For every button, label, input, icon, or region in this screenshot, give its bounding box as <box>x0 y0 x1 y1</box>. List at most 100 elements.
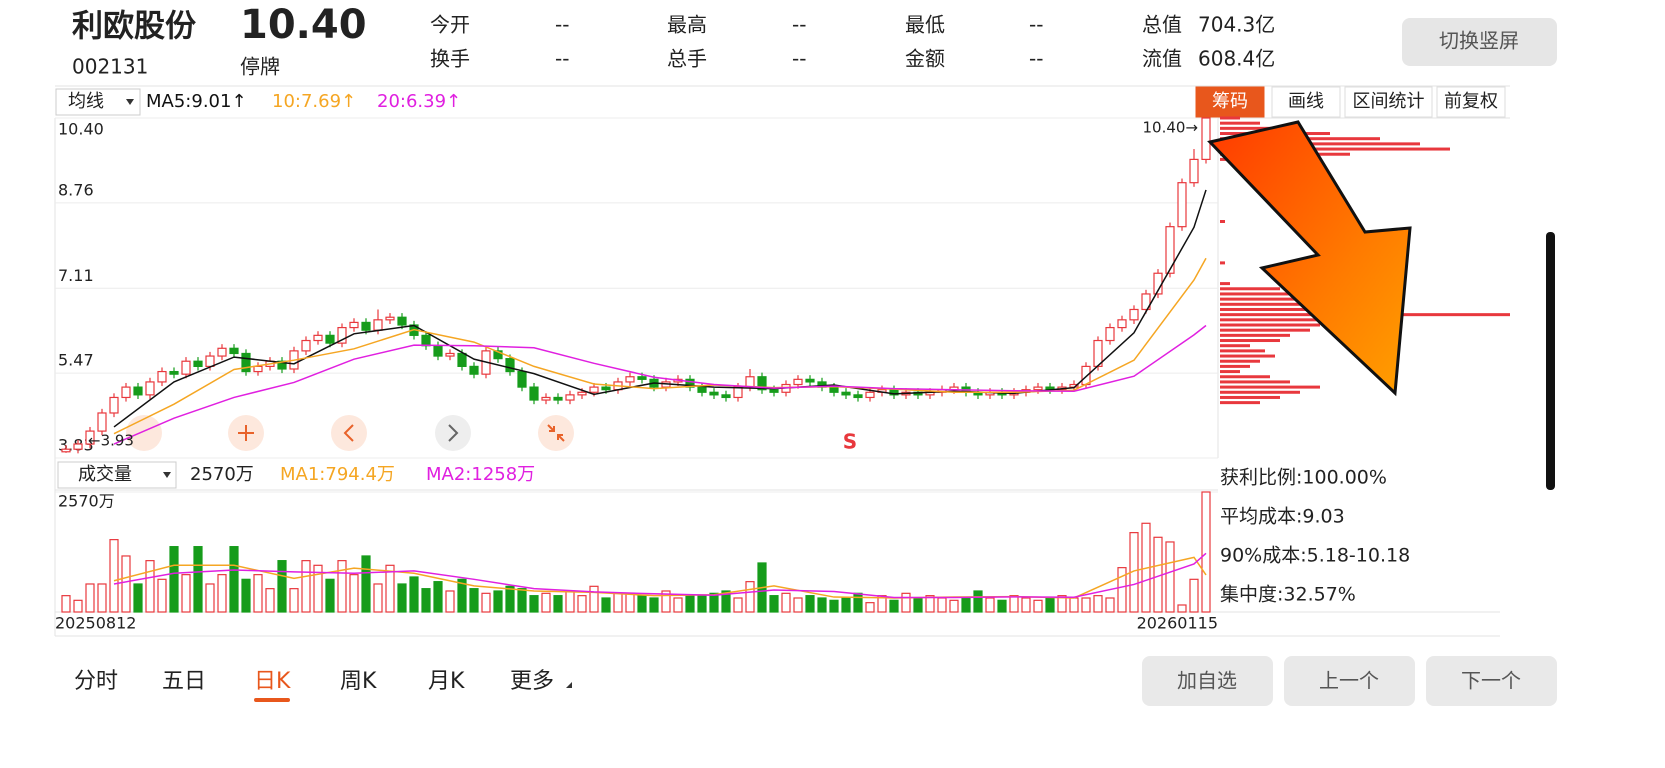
volume-bar <box>565 590 575 613</box>
candle-body <box>517 370 527 388</box>
tool-button-label[interactable]: 前复权 <box>1444 91 1498 112</box>
chip-bar <box>1220 318 1340 322</box>
volume-bar <box>997 599 1007 613</box>
candle-body <box>85 430 95 445</box>
rotate-button[interactable] <box>1402 18 1557 66</box>
volume-bar <box>373 583 383 613</box>
candle-body <box>1081 365 1091 386</box>
volume-bar <box>109 539 119 613</box>
ma-selector-label[interactable]: 均线 <box>68 91 104 112</box>
tool-button[interactable] <box>1271 86 1341 118</box>
candle-body <box>169 370 179 375</box>
chip-bar <box>1220 147 1450 151</box>
tool-button-label[interactable]: 区间统计 <box>1353 91 1425 112</box>
chip-bar <box>1220 142 1420 146</box>
volume-bar <box>721 590 731 613</box>
volume-bar <box>769 595 779 613</box>
volume-bar <box>553 595 563 613</box>
period-tab[interactable]: 更多 <box>510 669 554 694</box>
chip-stat: 90%成本:5.18-10.18 <box>1220 545 1410 567</box>
candle-body <box>193 360 203 368</box>
tool-button-label[interactable]: 画线 <box>1288 91 1324 112</box>
volume-bar <box>985 597 995 613</box>
candle-body <box>349 321 359 329</box>
shrink[interactable] <box>538 415 574 451</box>
chip-bar <box>1220 380 1290 384</box>
candle-body <box>1117 319 1127 329</box>
volume-bar <box>145 560 155 613</box>
candle-body <box>445 352 455 357</box>
chip-bar <box>1220 354 1275 358</box>
arrow-overlay <box>1207 120 1412 397</box>
volume-selector-label[interactable]: 成交量 <box>78 464 132 485</box>
footer-button[interactable] <box>1284 656 1415 706</box>
candle-body <box>601 386 611 391</box>
volume-bar <box>709 592 719 613</box>
stat-value: -- <box>555 47 569 71</box>
candle-body <box>433 345 443 357</box>
y-tick-label: 7.11 <box>58 266 94 285</box>
volume-bar <box>913 597 923 613</box>
move-right[interactable] <box>435 415 471 451</box>
candle-body <box>421 334 431 347</box>
footer-button[interactable] <box>1426 656 1557 706</box>
chip-bar <box>1220 375 1270 379</box>
stat-value: 704.3亿 <box>1198 13 1275 37</box>
volume-bar <box>973 590 983 613</box>
volume-bar <box>337 560 347 613</box>
candle-body <box>217 347 227 357</box>
candle-body <box>301 339 311 352</box>
candle-body <box>865 391 875 399</box>
volume-bar <box>673 597 683 613</box>
chip-bar <box>1220 323 1320 327</box>
candle-body <box>769 389 779 393</box>
min-annotation: ←3.93 <box>88 431 134 449</box>
period-tab[interactable]: 分时 <box>74 669 118 694</box>
footer-button-label[interactable]: 下一个 <box>1461 669 1521 693</box>
chip-bar <box>1220 220 1225 224</box>
volume-bar <box>1045 597 1055 613</box>
date-label: 20260115 <box>1137 614 1218 633</box>
tool-button[interactable] <box>1195 86 1265 118</box>
period-tab[interactable]: 月K <box>428 669 465 694</box>
ma-line <box>113 257 1207 435</box>
footer-button[interactable] <box>1142 656 1273 706</box>
chip-bar <box>1220 116 1240 120</box>
volume-bar <box>421 588 431 613</box>
candle-body <box>529 386 539 401</box>
chip-bar <box>1220 302 1310 306</box>
volume-bar <box>1069 597 1079 613</box>
volume-bar <box>685 595 695 613</box>
candle-body <box>709 391 719 396</box>
candle-body <box>1177 182 1187 228</box>
period-tab[interactable]: 周K <box>340 669 377 694</box>
footer-button-label[interactable]: 上一个 <box>1319 669 1379 693</box>
period-tab[interactable]: 五日 <box>162 669 206 694</box>
move-left[interactable] <box>331 415 367 451</box>
candle-body <box>145 381 155 396</box>
candle-body <box>241 352 251 373</box>
candle-body <box>1033 386 1043 391</box>
tool-button-label[interactable]: 筹码 <box>1212 91 1248 112</box>
period-tab[interactable]: 日K <box>254 669 291 694</box>
ma-selector[interactable] <box>55 88 141 116</box>
stat-label: 流值 <box>1142 47 1182 71</box>
candle-body <box>121 386 131 399</box>
volume-bar <box>61 595 71 613</box>
candle-body <box>805 378 815 383</box>
candle-body <box>205 355 215 368</box>
volume-bar <box>577 595 587 613</box>
tool-button[interactable] <box>1436 86 1506 118</box>
volume-bar <box>433 581 443 613</box>
tool-button[interactable] <box>1344 86 1433 118</box>
volume-bar <box>961 597 971 613</box>
volume-bar <box>901 592 911 613</box>
rotate-label[interactable]: 切换竖屏 <box>1439 29 1519 53</box>
footer-button-label[interactable]: 加自选 <box>1177 669 1237 693</box>
candle-body <box>697 386 707 393</box>
volume-selector[interactable] <box>57 461 177 489</box>
volume-bar <box>841 597 851 613</box>
candle-body <box>277 360 287 370</box>
chip-bar <box>1220 292 1290 296</box>
